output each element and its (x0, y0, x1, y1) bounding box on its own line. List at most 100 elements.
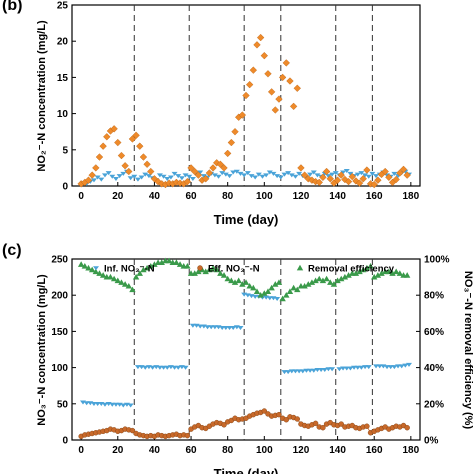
data-point (344, 177, 353, 186)
data-point (197, 170, 204, 175)
y-right-tick-label: 40% (424, 363, 444, 374)
y-tick-label: 25 (57, 1, 69, 12)
data-point (329, 172, 336, 177)
data-point (112, 176, 119, 181)
x-tick-label: 140 (329, 445, 346, 456)
data-point (149, 365, 156, 370)
data-point (103, 133, 111, 141)
data-point (274, 174, 281, 179)
data-point (92, 268, 100, 275)
data-point (343, 168, 350, 173)
data-point (202, 268, 209, 275)
data-point (300, 171, 309, 179)
data-point (242, 91, 250, 100)
data-point (227, 138, 236, 147)
data-point (191, 167, 199, 176)
data-point (230, 170, 237, 175)
data-point (244, 171, 251, 176)
data-point (110, 125, 118, 133)
panel-label-b: (b) (2, 0, 22, 14)
phase-lines-c (133, 259, 373, 440)
x-ticks-c: 0 20 40 60 80 100 120 140 160 180 (78, 436, 420, 456)
data-point (105, 171, 112, 176)
data-point (391, 171, 398, 176)
data-point (286, 288, 294, 294)
data-point (363, 166, 371, 174)
data-point (359, 175, 367, 183)
data-point (347, 366, 354, 371)
data-point (321, 367, 328, 372)
data-point (128, 135, 137, 143)
data-point (209, 164, 217, 172)
data-point (338, 421, 344, 427)
data-point (224, 149, 232, 158)
data-point (114, 277, 121, 284)
x-tick-label: 80 (222, 445, 234, 456)
data-point (389, 270, 396, 276)
data-point (88, 171, 96, 179)
data-point (95, 153, 104, 161)
data-point (114, 138, 122, 147)
data-point (118, 279, 125, 285)
data-point (330, 281, 338, 287)
data-point (206, 266, 213, 273)
legend-label: Removal efficiency (308, 264, 395, 275)
data-point (219, 171, 226, 176)
data-point (261, 290, 268, 296)
data-point (370, 180, 378, 189)
data-point (200, 174, 207, 179)
data-point (136, 270, 143, 276)
y-tick-label: 250 (51, 255, 68, 266)
data-point (132, 273, 140, 280)
data-point (127, 403, 134, 408)
data-point (136, 142, 144, 150)
data-point (347, 171, 354, 176)
y-right-tick-label: 80% (424, 291, 444, 302)
x-tick-label: 120 (293, 445, 310, 456)
data-point (205, 169, 214, 177)
x-tick-label: 60 (185, 445, 197, 456)
legend-marker (197, 265, 203, 271)
data-point (267, 88, 276, 96)
data-point (173, 259, 180, 266)
x-tick-label: 100 (256, 191, 273, 202)
data-point (107, 273, 114, 280)
y-axis-label-b: NO₂⁻-N concentration (mg/L) (36, 20, 48, 172)
data-point (160, 174, 167, 179)
data-point (367, 263, 374, 269)
y-tick-label: 10 (57, 109, 69, 120)
data-point (132, 131, 140, 140)
data-point (143, 160, 151, 168)
data-point (182, 365, 189, 370)
data-point (171, 171, 178, 176)
data-point (310, 368, 317, 373)
data-point (320, 424, 326, 431)
data-point (292, 174, 299, 179)
data-point (256, 33, 265, 42)
data-point (134, 177, 141, 182)
data-point (392, 175, 400, 184)
data-point (117, 151, 126, 160)
data-point (242, 279, 250, 285)
chart-c: (c) 0 20 40 60 80 100 120 140 160 180 0 50 100 150 20… (2, 242, 474, 474)
data-point (293, 84, 301, 92)
data-point (121, 162, 129, 170)
data-point (158, 259, 165, 266)
data-point (120, 403, 127, 408)
data-point (211, 173, 218, 178)
data-point (272, 281, 279, 287)
data-point (352, 270, 360, 276)
data-point (371, 273, 378, 280)
data-point (140, 266, 147, 273)
data-point (129, 427, 136, 434)
data-point (187, 164, 195, 172)
data-point (319, 277, 327, 284)
data-point (381, 167, 389, 176)
data-point (290, 284, 297, 291)
data-point (221, 422, 227, 428)
data-point (88, 266, 96, 273)
data-point (139, 153, 148, 161)
data-point (406, 362, 413, 367)
data-point (231, 279, 239, 285)
data-point (283, 417, 289, 423)
